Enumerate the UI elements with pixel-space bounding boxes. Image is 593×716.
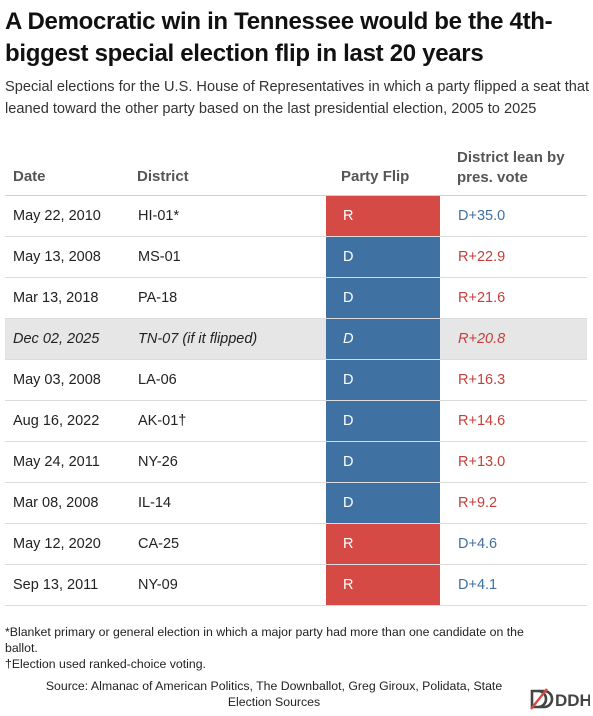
cell-district: MS-01 <box>138 249 181 265</box>
cell-party-flip: D <box>326 483 440 523</box>
cell-district-lean: R+9.2 <box>458 495 498 511</box>
cell-party-flip: D <box>326 237 440 277</box>
cell-district: CA-25 <box>138 536 180 552</box>
header-district-lean: District lean by pres. vote <box>457 149 565 186</box>
cell-date: May 03, 2008 <box>13 372 101 388</box>
page-title: A Democratic win in Tennessee would be t… <box>5 8 553 67</box>
cell-district-lean: D+35.0 <box>458 208 506 224</box>
cell-date: May 24, 2011 <box>13 454 100 470</box>
table-row: May 03, 2008 LA-06 D R+16.3 <box>5 360 587 401</box>
header-district: District <box>137 168 189 185</box>
ddhq-logo-icon: DDHQ <box>530 688 593 710</box>
table-row: May 24, 2011 NY-26 D R+13.0 <box>5 442 587 483</box>
cell-party-flip: R <box>326 196 440 236</box>
cell-date: May 13, 2008 <box>13 249 101 265</box>
cell-date: May 22, 2010 <box>13 208 101 224</box>
cell-date: May 12, 2020 <box>13 536 101 552</box>
footnotes: *Blanket primary or general election in … <box>5 624 525 672</box>
cell-district-lean: D+4.6 <box>458 536 498 552</box>
cell-district: NY-26 <box>138 454 178 470</box>
table-header: Date District Party Flip District lean b… <box>5 140 587 196</box>
cell-district-lean: R+13.0 <box>458 454 506 470</box>
source-note: Source: Almanac of American Politics, Th… <box>45 679 503 709</box>
footnote-ranked-choice: †Election used ranked-choice voting. <box>5 657 206 671</box>
cell-district-lean: R+16.3 <box>458 372 506 388</box>
cell-date: Sep 13, 2011 <box>13 577 99 593</box>
header-date: Date <box>13 168 46 185</box>
page-subtitle: Special elections for the U.S. House of … <box>5 79 590 117</box>
cell-date: Dec 02, 2025 <box>13 331 100 347</box>
logo-text: DDHQ <box>555 691 590 710</box>
cell-district-lean: R+20.8 <box>458 331 506 347</box>
table-row: Aug 16, 2022 AK-01† D R+14.6 <box>5 401 587 442</box>
table-row: May 13, 2008 MS-01 D R+22.9 <box>5 237 587 278</box>
cell-party-flip: D <box>326 442 440 482</box>
cell-district-lean: R+14.6 <box>458 413 506 429</box>
cell-district-lean: D+4.1 <box>458 577 498 593</box>
cell-district: NY-09 <box>138 577 178 593</box>
cell-party-flip: D <box>326 360 440 400</box>
cell-date: Mar 13, 2018 <box>13 290 99 306</box>
cell-district: AK-01† <box>138 413 187 429</box>
footnote-blanket-primary: *Blanket primary or general election in … <box>5 625 524 655</box>
header-party-flip: Party Flip <box>341 168 410 185</box>
cell-district: TN-07 (if it flipped) <box>138 331 258 347</box>
cell-party-flip: D <box>326 319 440 359</box>
cell-date: Mar 08, 2008 <box>13 495 99 511</box>
cell-district: IL-14 <box>138 495 172 511</box>
table-row: May 22, 2010 HI-01* R D+35.0 <box>5 196 587 237</box>
cell-district: LA-06 <box>138 372 177 388</box>
ddhq-logo-svg: DDHQ <box>530 688 593 710</box>
cell-date: Aug 16, 2022 <box>13 413 100 429</box>
cell-district: HI-01* <box>138 208 180 224</box>
table-row: Mar 13, 2018 PA-18 D R+21.6 <box>5 278 587 319</box>
cell-party-flip: R <box>326 524 440 564</box>
table-body: May 22, 2010 HI-01* R D+35.0 May 13, 2008 MS-… <box>5 196 587 606</box>
table-row: Sep 13, 2011 NY-09 R D+4.1 <box>5 565 587 606</box>
cell-party-flip: D <box>326 401 440 441</box>
table-row: Mar 08, 2008 IL-14 D R+9.2 <box>5 483 587 524</box>
cell-district-lean: R+21.6 <box>458 290 506 306</box>
cell-district-lean: R+22.9 <box>458 249 506 265</box>
cell-party-flip: D <box>326 278 440 318</box>
cell-party-flip: R <box>326 565 440 605</box>
cell-district: PA-18 <box>138 290 178 306</box>
table-row: Dec 02, 2025 TN-07 (if it flipped) D R+20.8 <box>5 319 587 360</box>
table-row: May 12, 2020 CA-25 R D+4.6 <box>5 524 587 565</box>
special-elections-table: Date District Party Flip District lean b… <box>5 140 587 606</box>
